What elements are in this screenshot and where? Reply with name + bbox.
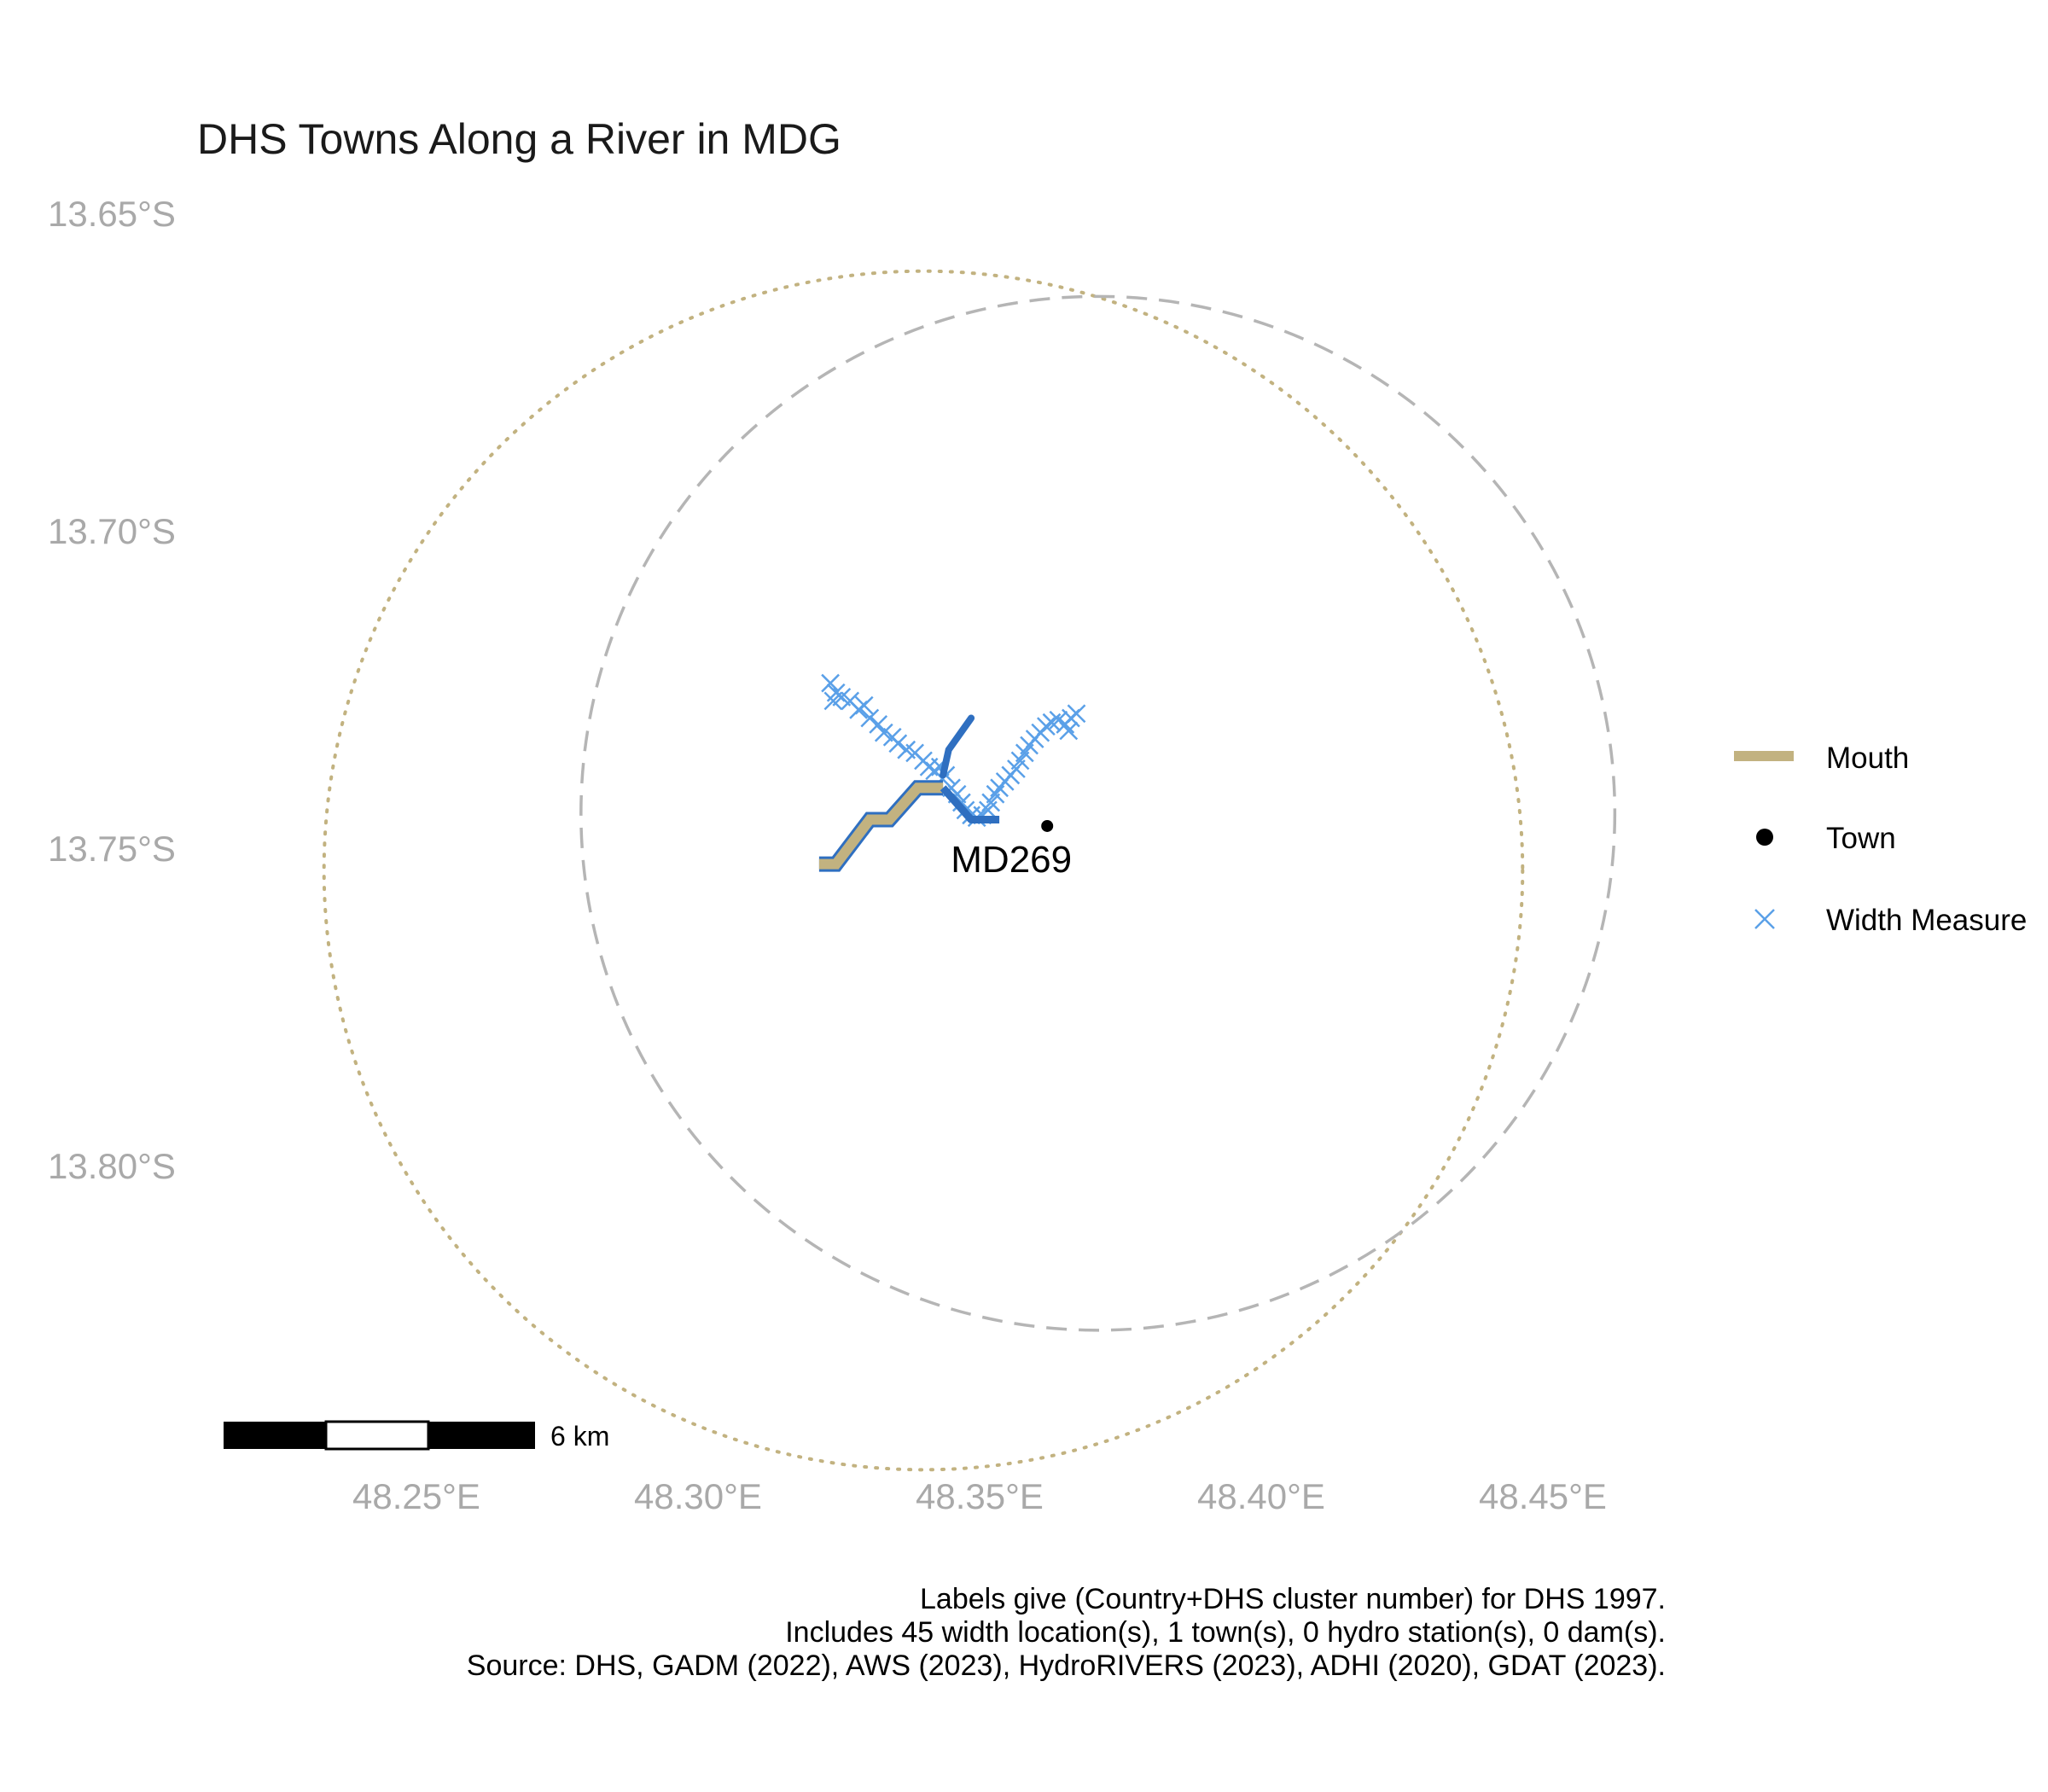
river-main-channel xyxy=(940,785,1000,823)
y-tick-label: 13.70°S xyxy=(48,511,176,551)
legend: Mouth Town Width Measure xyxy=(1734,742,2027,937)
width-marker xyxy=(986,784,1005,804)
y-tick-label: 13.80°S xyxy=(48,1146,176,1186)
river-branch xyxy=(940,714,975,779)
x-axis: 48.25°E 48.30°E 48.35°E 48.40°E 48.45°E xyxy=(352,1476,1607,1516)
scale-bar-segment xyxy=(224,1422,326,1449)
width-marker xyxy=(854,695,874,715)
legend-town-key xyxy=(1756,829,1773,846)
width-marker xyxy=(874,723,893,742)
scale-bar-segment xyxy=(428,1422,535,1449)
town-buffer-circle xyxy=(579,294,1617,1332)
x-tick-label: 48.25°E xyxy=(352,1476,480,1516)
town-label: MD269 xyxy=(951,839,1072,881)
width-marker xyxy=(1036,717,1056,736)
scale-bar: 6 km xyxy=(224,1420,609,1452)
scale-bar-label: 6 km xyxy=(550,1421,609,1452)
width-marker xyxy=(888,734,908,753)
y-axis: 13.65°S 13.70°S 13.75°S 13.80°S xyxy=(48,194,176,1186)
x-tick-label: 48.30°E xyxy=(634,1476,762,1516)
legend-width-marker xyxy=(1754,909,1775,929)
width-markers xyxy=(821,673,1086,828)
width-marker xyxy=(1059,721,1079,741)
legend-town-label: Town xyxy=(1826,822,1896,855)
map-title: DHS Towns Along a River in MDG xyxy=(197,115,841,163)
y-tick-label: 13.65°S xyxy=(48,194,176,234)
x-tick-label: 48.35°E xyxy=(916,1476,1044,1516)
width-marker xyxy=(860,708,880,728)
caption-line: Labels give (Country+DHS cluster number)… xyxy=(920,1583,1666,1615)
caption-block: Labels give (Country+DHS cluster number)… xyxy=(467,1583,1666,1682)
mouth-buffer-circle xyxy=(322,269,1525,1472)
map-panel: MD269 xyxy=(322,269,1617,1472)
y-tick-label: 13.75°S xyxy=(48,829,176,869)
x-tick-label: 48.40°E xyxy=(1197,1476,1325,1516)
width-marker xyxy=(821,673,840,693)
legend-mouth-label: Mouth xyxy=(1826,742,1909,775)
caption-line: Source: DHS, GADM (2022), AWS (2023), Hy… xyxy=(467,1649,1666,1682)
town-point xyxy=(1041,819,1054,832)
mouth-segment-outline xyxy=(818,780,944,872)
width-marker xyxy=(1067,704,1086,724)
legend-width-key xyxy=(1754,909,1775,929)
scale-bar-segment xyxy=(324,1420,430,1451)
legend-width-label: Width Measure xyxy=(1826,904,2027,937)
mouth-segment xyxy=(818,783,944,870)
x-tick-label: 48.45°E xyxy=(1479,1476,1607,1516)
caption-line: Includes 45 width location(s), 1 town(s)… xyxy=(785,1616,1666,1649)
